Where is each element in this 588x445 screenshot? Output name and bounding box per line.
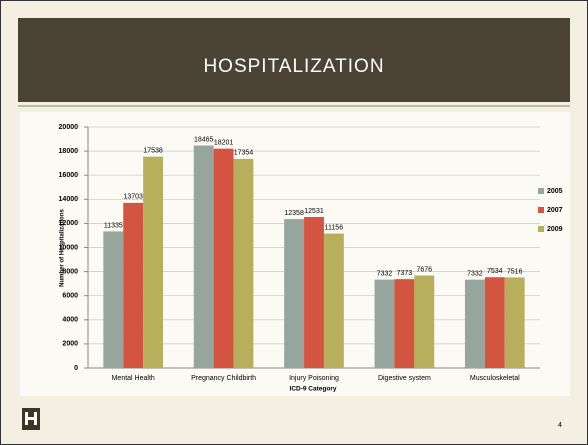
bar — [394, 279, 415, 368]
data-label: 11335 — [104, 222, 123, 229]
x-tick-label: Pregnancy Childbirth — [191, 375, 256, 382]
bar — [233, 158, 254, 368]
x-tick-label: Digestive system — [378, 375, 431, 382]
y-axis-label: Number of Hospitalizations — [60, 209, 66, 287]
legend-label: 2009 — [547, 226, 563, 233]
bar — [323, 233, 344, 368]
bar — [193, 145, 214, 368]
data-label: 7332 — [467, 270, 483, 277]
x-axis-label: ICD-9 Category — [290, 386, 337, 393]
data-label: 13703 — [123, 194, 143, 201]
data-label: 18465 — [194, 136, 214, 143]
y-tick-label: 12000 — [59, 220, 79, 227]
data-label: 12358 — [284, 210, 304, 217]
data-label: 11156 — [325, 224, 344, 231]
legend-swatch — [538, 188, 544, 194]
y-tick-label: 16000 — [59, 172, 79, 179]
bar — [464, 279, 485, 368]
legend-label: 2005 — [547, 188, 563, 195]
y-tick-label: 6000 — [62, 293, 78, 300]
bar — [284, 219, 305, 368]
title-band — [18, 18, 570, 102]
data-label: 17538 — [143, 148, 163, 155]
data-label: 7676 — [416, 266, 432, 273]
data-label: 7373 — [397, 270, 413, 277]
bar — [213, 148, 234, 368]
bar — [143, 156, 164, 368]
bar — [414, 275, 435, 368]
x-tick-label: Injury Poisoning — [289, 375, 339, 382]
y-tick-label: 14000 — [59, 196, 79, 203]
y-tick-label: 0 — [74, 365, 78, 372]
data-label: 18201 — [214, 140, 234, 147]
x-tick-label: Mental Health — [112, 375, 155, 382]
chart-title: HOSPITALIZATION — [203, 56, 384, 77]
y-tick-label: 4000 — [62, 317, 78, 324]
y-tick-label: 18000 — [59, 148, 79, 155]
data-label: 7534 — [487, 268, 503, 275]
bar — [123, 202, 144, 368]
data-label: 7516 — [507, 268, 523, 275]
bar — [103, 231, 124, 368]
bar — [374, 279, 395, 368]
y-tick-label: 10000 — [59, 244, 79, 251]
bar — [484, 277, 505, 368]
legend-swatch — [538, 226, 544, 232]
x-tick-label: Musculoskeletal — [470, 375, 520, 382]
data-label: 17354 — [234, 150, 254, 157]
bar — [304, 217, 324, 368]
logo — [22, 408, 40, 430]
legend-swatch — [538, 207, 544, 213]
y-tick-label: 20000 — [59, 124, 79, 131]
y-tick-label: 2000 — [62, 341, 78, 348]
bar — [504, 277, 525, 368]
y-tick-label: 8000 — [62, 268, 78, 275]
data-label: 12531 — [304, 208, 324, 215]
page-number: 4 — [558, 422, 562, 429]
data-label: 7332 — [377, 270, 393, 277]
legend-label: 2007 — [547, 207, 563, 214]
